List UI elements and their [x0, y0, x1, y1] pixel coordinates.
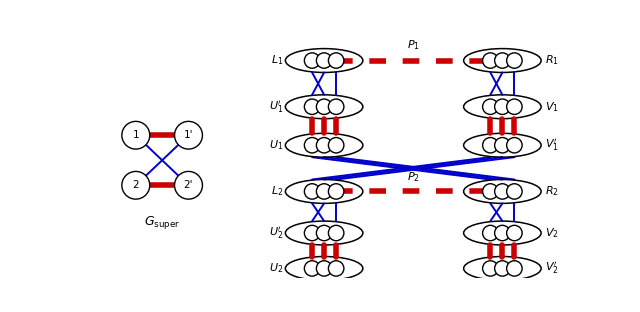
Text: 2: 2: [132, 180, 139, 190]
Circle shape: [483, 99, 498, 115]
Circle shape: [305, 138, 320, 153]
Text: 2': 2': [184, 180, 193, 190]
Circle shape: [305, 184, 320, 199]
Circle shape: [305, 53, 320, 68]
Circle shape: [175, 121, 202, 149]
Circle shape: [495, 53, 510, 68]
Circle shape: [316, 53, 332, 68]
Text: $L_2$: $L_2$: [271, 184, 283, 198]
Circle shape: [483, 225, 498, 241]
Circle shape: [483, 138, 498, 153]
Circle shape: [316, 184, 332, 199]
Circle shape: [483, 53, 498, 68]
Circle shape: [122, 121, 150, 149]
Circle shape: [495, 225, 510, 241]
Circle shape: [507, 261, 522, 276]
Circle shape: [305, 99, 320, 115]
Text: 1: 1: [132, 130, 139, 140]
Circle shape: [305, 225, 320, 241]
Circle shape: [175, 171, 202, 199]
Circle shape: [507, 99, 522, 115]
Text: $U_2'$: $U_2'$: [269, 225, 283, 241]
Circle shape: [316, 138, 332, 153]
Text: $P_2$: $P_2$: [407, 171, 420, 184]
Circle shape: [328, 53, 344, 68]
Circle shape: [316, 99, 332, 115]
Text: $V_1'$: $V_1'$: [545, 137, 559, 153]
Text: $U_1'$: $U_1'$: [269, 99, 283, 115]
Circle shape: [122, 171, 150, 199]
Circle shape: [495, 138, 510, 153]
Text: $L_1$: $L_1$: [271, 54, 283, 67]
Text: 1': 1': [184, 130, 193, 140]
Circle shape: [316, 225, 332, 241]
Circle shape: [328, 261, 344, 276]
Circle shape: [483, 184, 498, 199]
Text: $P_1$: $P_1$: [407, 38, 420, 52]
Circle shape: [507, 53, 522, 68]
Text: $R_2$: $R_2$: [545, 184, 559, 198]
Text: $G_{\mathrm{super}}$: $G_{\mathrm{super}}$: [144, 214, 180, 231]
Circle shape: [328, 225, 344, 241]
Circle shape: [495, 184, 510, 199]
Circle shape: [483, 261, 498, 276]
Circle shape: [305, 261, 320, 276]
Circle shape: [507, 225, 522, 241]
Circle shape: [495, 261, 510, 276]
Circle shape: [495, 99, 510, 115]
Text: $U_2$: $U_2$: [269, 261, 283, 275]
Text: $U_1$: $U_1$: [269, 138, 283, 152]
Circle shape: [507, 138, 522, 153]
Text: $V_1$: $V_1$: [545, 100, 559, 114]
Text: $R_1$: $R_1$: [545, 54, 559, 67]
Circle shape: [316, 261, 332, 276]
Circle shape: [328, 99, 344, 115]
Circle shape: [328, 138, 344, 153]
Text: $V_2$: $V_2$: [545, 226, 559, 240]
Circle shape: [328, 184, 344, 199]
Circle shape: [507, 184, 522, 199]
Text: $V_2'$: $V_2'$: [545, 261, 559, 276]
